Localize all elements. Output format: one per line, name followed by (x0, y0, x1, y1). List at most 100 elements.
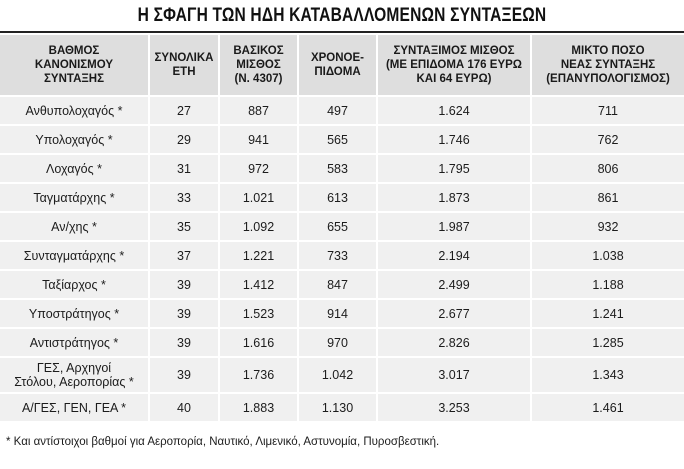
cell-allowance: 733 (298, 241, 378, 271)
cell-pensionable-salary: 1.873 (377, 183, 532, 213)
footnote: * Και αντίστοιχοι βαθμοί για Αεροπορία, … (6, 436, 440, 448)
cell-new-pension: 861 (531, 183, 684, 213)
cell-allowance: 914 (298, 299, 378, 329)
table-row: ΓΕΣ, Αρχηγοί Στόλου, Αεροπορίας * 39 1.736 1… (0, 357, 684, 394)
cell-rank: Συνταγματάρχης * (0, 241, 150, 271)
table-row: Αντιστράτηγος * 39 1.616 970 2.826 1.285 (0, 328, 684, 358)
cell-pensionable-salary: 2.677 (377, 299, 532, 329)
cell-salary: 1.523 (219, 299, 299, 329)
header-line: ΣΥΝΤΑΞΙΜΟΣ ΜΙΣΘΟΣ (393, 45, 515, 57)
table-row: Συνταγματάρχης * 37 1.221 733 2.194 1.038 (0, 241, 684, 271)
cell-years: 27 (149, 96, 220, 126)
cell-new-pension: 762 (531, 125, 684, 155)
cell-allowance: 1.042 (298, 357, 378, 394)
rank-line: Ταγματάρχης * (33, 190, 115, 205)
cell-years: 39 (149, 270, 220, 300)
cell-allowance: 655 (298, 212, 378, 242)
rank-line: Ταξίαρχος * (42, 277, 106, 292)
cell-salary: 1.221 (219, 241, 299, 271)
cell-rank: Ταγματάρχης * (0, 183, 150, 213)
rank-line: Υποστράτηγος * (28, 306, 120, 321)
cell-allowance: 970 (298, 328, 378, 358)
cell-new-pension: 806 (531, 154, 684, 184)
table-row: Υποστράτηγος * 39 1.523 914 2.677 1.241 (0, 299, 684, 329)
header-line: ΠΙΔΟΜΑ (314, 66, 361, 78)
rank-line: Στόλου, Αεροπορίας * (14, 375, 134, 389)
title-divider (0, 31, 684, 33)
cell-new-pension: 1.038 (531, 241, 684, 271)
cell-allowance: 613 (298, 183, 378, 213)
page-title: Η ΣΦΑΓΗ ΤΩΝ ΗΔΗ ΚΑΤΑΒΑΛΛΟΜΕΝΩΝ ΣΥΝΤΑΞΕΩΝ (137, 5, 547, 26)
header-line: ΒΑΘΜΟΣ (48, 45, 100, 57)
header-line: ΕΤΗ (172, 66, 196, 78)
cell-rank: Ανθυπολοχαγός * (0, 96, 150, 126)
cell-salary: 1.412 (219, 270, 299, 300)
cell-new-pension: 1.285 (531, 328, 684, 358)
pension-table: ΒΑΘΜΟΣ ΚΑΝΟΝΙΣΜΟΥ ΣΥΝΤΑΞΗΣ ΣΥΝΟΛΙΚΑ ΕΤΗ ΒΑΣΙΚ… (0, 35, 684, 423)
cell-rank: Αντιστράτηγος * (0, 328, 150, 358)
header-line: ΣΥΝΟΛΙΚΑ (154, 52, 214, 64)
cell-rank: Αν/χης * (0, 212, 150, 242)
cell-allowance: 565 (298, 125, 378, 155)
rank-line: Αντιστράτηγος * (29, 335, 119, 350)
table-row: Ανθυπολοχαγός * 27 887 497 1.624 711 (0, 96, 684, 126)
rank-line: Α/ΓΕΣ, ΓΕΝ, ΓΕΑ * (21, 400, 127, 415)
header-years: ΣΥΝΟΛΙΚΑ ΕΤΗ (149, 35, 220, 97)
cell-new-pension: 932 (531, 212, 684, 242)
header-row: ΒΑΘΜΟΣ ΚΑΝΟΝΙΣΜΟΥ ΣΥΝΤΑΞΗΣ ΣΥΝΟΛΙΚΑ ΕΤΗ ΒΑΣΙΚ… (0, 35, 684, 97)
cell-allowance: 1.130 (298, 393, 378, 423)
cell-pensionable-salary: 2.826 (377, 328, 532, 358)
header-line: (ΜΕ ΕΠΙΔΟΜΑ 176 ΕΥΡΩ (385, 59, 523, 71)
cell-rank: Α/ΓΕΣ, ΓΕΝ, ΓΕΑ * (0, 393, 150, 423)
cell-new-pension: 1.461 (531, 393, 684, 423)
cell-rank: ΓΕΣ, Αρχηγοί Στόλου, Αεροπορίας * (0, 357, 150, 394)
cell-pensionable-salary: 1.746 (377, 125, 532, 155)
cell-salary: 1.021 (219, 183, 299, 213)
table-row: Αν/χης * 35 1.092 655 1.987 932 (0, 212, 684, 242)
cell-years: 40 (149, 393, 220, 423)
cell-years: 29 (149, 125, 220, 155)
header-line: ΜΙΚΤΟ ΠΟΣΟ (571, 45, 645, 57)
cell-years: 37 (149, 241, 220, 271)
cell-salary: 887 (219, 96, 299, 126)
header-line: ΧΡΟΝΟΕ- (310, 52, 365, 64)
header-allowance: ΧΡΟΝΟΕ- ΠΙΔΟΜΑ (298, 35, 378, 97)
cell-allowance: 583 (298, 154, 378, 184)
cell-new-pension: 1.188 (531, 270, 684, 300)
cell-rank: Υπολοχαγός * (0, 125, 150, 155)
table-row: Λοχαγός * 31 972 583 1.795 806 (0, 154, 684, 184)
table-header: ΒΑΘΜΟΣ ΚΑΝΟΝΙΣΜΟΥ ΣΥΝΤΑΞΗΣ ΣΥΝΟΛΙΚΑ ΕΤΗ ΒΑΣΙΚ… (0, 35, 684, 97)
cell-salary: 1.616 (219, 328, 299, 358)
cell-years: 33 (149, 183, 220, 213)
header-pensionable-salary: ΣΥΝΤΑΞΙΜΟΣ ΜΙΣΘΟΣ (ΜΕ ΕΠΙΔΟΜΑ 176 ΕΥΡΩ ΚΑΙ… (377, 35, 532, 97)
rank-line: Αν/χης * (51, 219, 97, 234)
table-row: Α/ΓΕΣ, ΓΕΝ, ΓΕΑ * 40 1.883 1.130 3.253 1.461 (0, 393, 684, 423)
header-line: ΒΑΣΙΚΟΣ (233, 45, 284, 57)
header-line: ΣΥΝΤΑΞΗΣ (44, 73, 104, 85)
cell-pensionable-salary: 1.987 (377, 212, 532, 242)
header-line: (ΕΠΑΝΥΠΟΛΟΓΙΣΜΟΣ) (546, 73, 670, 85)
cell-new-pension: 1.241 (531, 299, 684, 329)
header-line: ΚΑΝΟΝΙΣΜΟΥ (34, 59, 114, 71)
header-line: ΝΕΑΣ ΣΥΝΤΑΞΗΣ (560, 59, 656, 71)
header-rank: ΒΑΘΜΟΣ ΚΑΝΟΝΙΣΜΟΥ ΣΥΝΤΑΞΗΣ (0, 35, 150, 97)
rank-line: Συνταγματάρχης * (23, 248, 125, 263)
header-salary: ΒΑΣΙΚΟΣ ΜΙΣΘΟΣ (Ν. 4307) (219, 35, 299, 97)
header-line: ΚΑΙ 64 ΕΥΡΩ) (416, 73, 492, 85)
cell-pensionable-salary: 3.253 (377, 393, 532, 423)
cell-salary: 1.092 (219, 212, 299, 242)
header-new-pension: ΜΙΚΤΟ ΠΟΣΟ ΝΕΑΣ ΣΥΝΤΑΞΗΣ (ΕΠΑΝΥΠΟΛΟΓΙΣΜΟΣ) (531, 35, 684, 97)
cell-salary: 941 (219, 125, 299, 155)
cell-salary: 972 (219, 154, 299, 184)
cell-new-pension: 1.343 (531, 357, 684, 394)
cell-new-pension: 711 (531, 96, 684, 126)
cell-years: 39 (149, 328, 220, 358)
header-line: (Ν. 4307) (234, 73, 283, 85)
cell-rank: Υποστράτηγος * (0, 299, 150, 329)
header-line: ΜΙΣΘΟΣ (236, 59, 281, 71)
cell-pensionable-salary: 1.795 (377, 154, 532, 184)
table-body: Ανθυπολοχαγός * 27 887 497 1.624 711 Υπολοχαγό… (0, 96, 684, 423)
cell-pensionable-salary: 1.624 (377, 96, 532, 126)
cell-pensionable-salary: 2.194 (377, 241, 532, 271)
